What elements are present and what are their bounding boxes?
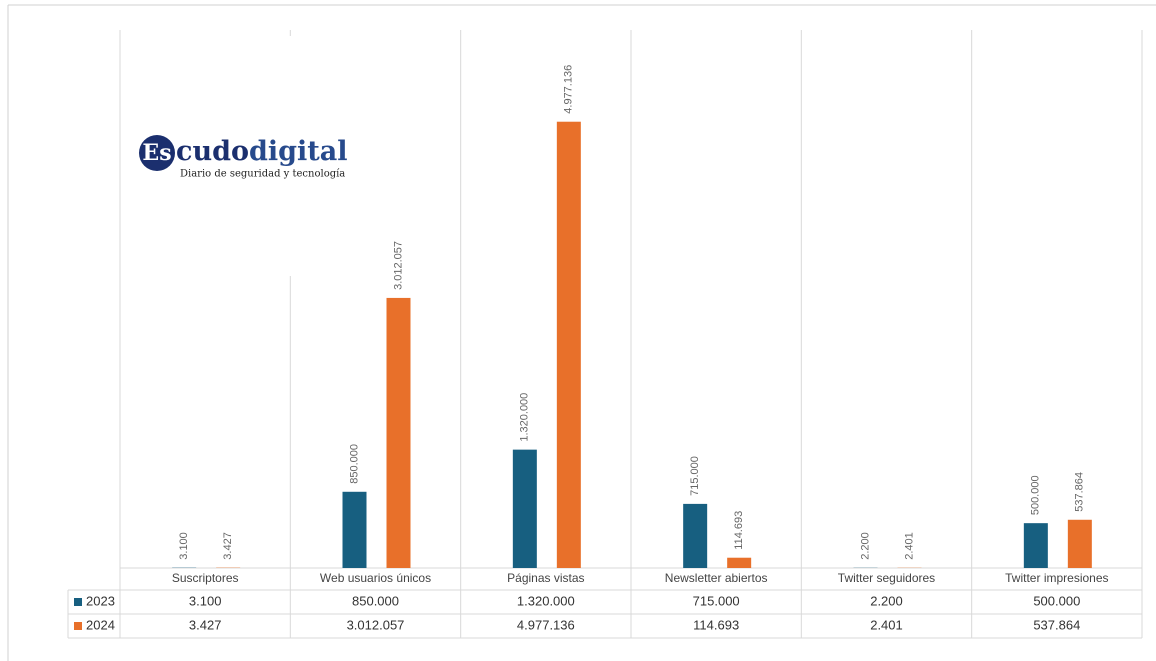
value-label: 3.427	[222, 532, 234, 560]
logo-mark: Es	[142, 140, 171, 166]
legend-label: 2024	[86, 617, 115, 632]
plot-area: Suscriptores 3.100 3.100 3.427 3.427 Web usua…	[67, 30, 1143, 639]
table-cell: 4.977.136	[517, 617, 575, 632]
category-label: Web usuarios únicos	[320, 571, 431, 585]
logo-name: cudodigital	[176, 136, 347, 167]
value-label: 3.012.057	[392, 241, 404, 290]
bar	[1067, 519, 1092, 568]
table-cell: 850.000	[352, 593, 399, 608]
value-label: 537.864	[1074, 472, 1086, 512]
table-cell: 715.000	[693, 593, 740, 608]
value-label: 4.977.136	[563, 65, 575, 114]
category-label: Páginas vistas	[507, 571, 584, 585]
bar	[512, 449, 537, 568]
legend-key	[74, 598, 82, 606]
category-label: Suscriptores	[172, 571, 239, 585]
value-label: 3.100	[178, 532, 190, 560]
bar	[386, 297, 411, 568]
bar	[683, 503, 708, 568]
table-cell: 3.100	[189, 593, 222, 608]
category-label: Newsletter abiertos	[665, 571, 768, 585]
category-label: Twitter impresiones	[1005, 571, 1108, 585]
bar	[556, 121, 581, 569]
table-cell: 2.200	[870, 593, 903, 608]
logo: Es cudodigital Diario de seguridad y tec…	[135, 36, 365, 276]
value-label: 2.401	[903, 532, 915, 560]
logo-tagline: Diario de seguridad y tecnología	[180, 169, 345, 180]
legend-key	[74, 622, 82, 630]
bar	[1023, 523, 1048, 568]
value-label: 1.320.000	[519, 393, 531, 442]
table-cell: 500.000	[1033, 593, 1080, 608]
value-label: 114.693	[733, 511, 745, 550]
table-cell: 2.401	[870, 617, 903, 632]
category-label: Twitter seguidores	[838, 571, 935, 585]
value-label: 850.000	[348, 444, 360, 484]
table-cell: 3.427	[189, 617, 222, 632]
bar	[342, 491, 367, 568]
table-cell: 537.864	[1033, 617, 1080, 632]
table-cell: 3.012.057	[347, 617, 405, 632]
logo-name-1: cudo	[176, 136, 249, 167]
logo-name-2: digital	[249, 136, 348, 167]
table-cell: 114.693	[693, 617, 739, 632]
legend-label: 2023	[86, 593, 115, 608]
logo-circle	[139, 135, 175, 171]
table-cell: 1.320.000	[517, 593, 575, 608]
bar	[727, 557, 752, 568]
value-label: 2.200	[859, 532, 871, 560]
value-label: 500.000	[1030, 475, 1042, 515]
value-label: 715.000	[689, 456, 701, 496]
